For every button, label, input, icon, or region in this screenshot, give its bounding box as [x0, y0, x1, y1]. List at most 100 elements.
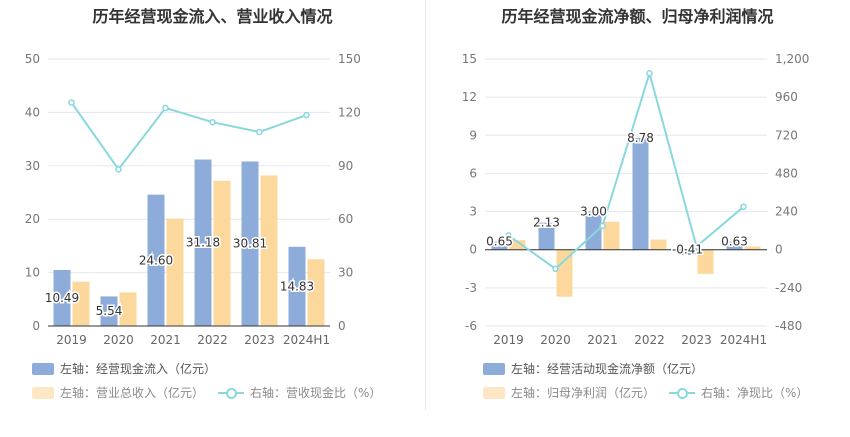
legend-swatch	[483, 362, 505, 375]
bar-secondary	[72, 281, 90, 326]
bar-secondary	[697, 249, 714, 274]
chart-title: 历年经营现金流净额、归母净利润情况	[501, 7, 774, 26]
bar-data-label: 5.54	[96, 304, 123, 318]
ratio-point	[693, 243, 700, 250]
y-left-tick-label: 0	[469, 243, 477, 257]
ratio-line	[507, 69, 745, 271]
legend-item[interactable]: 右轴：净现比（%）	[669, 384, 808, 401]
y-left-tick-label: 0	[32, 319, 40, 333]
bar-primary	[241, 161, 259, 326]
ratio-point	[646, 70, 653, 77]
chart-svg: -6 -3 0 3 6 9 12 15 -480 -240 0 240 480 720 960 1,200 20…	[462, 52, 810, 347]
ratio-point	[68, 99, 75, 106]
y-right-tick-label: 1,200	[775, 52, 809, 66]
bar-data-label: 0.63	[721, 235, 748, 249]
legend-label: 左轴：经营现金流入（亿元）	[60, 362, 217, 376]
x-tick-label: 2021	[587, 333, 618, 347]
bar-primary	[679, 249, 696, 255]
legend-swatch	[32, 386, 54, 399]
bar-data-label: 8.78	[627, 131, 654, 145]
x-tick-label: 2020	[540, 333, 571, 347]
y-right-tick-label: 60	[338, 212, 353, 226]
y-right-tick-label: 480	[775, 166, 798, 180]
ratio-point	[599, 222, 606, 230]
legend-swatch	[32, 362, 54, 375]
y-left-tick-label: 3	[469, 205, 477, 219]
y-left-tick-label: -3	[465, 281, 477, 295]
ratio-point	[303, 111, 310, 119]
legend-swatch	[218, 387, 244, 399]
y-right-tick-label: 0	[775, 243, 783, 257]
legend-label: 右轴：净现比（%）	[701, 386, 809, 400]
legend-item[interactable]: 左轴：经营现金流入（亿元）	[32, 360, 216, 377]
bar-primary	[194, 159, 212, 326]
y-left-tick-label: 50	[25, 52, 40, 66]
y-right-tick-label: 0	[338, 319, 346, 333]
x-tick-label: 2022	[197, 333, 228, 347]
y-right-tick-label: 960	[775, 90, 798, 104]
bar-data-label: 3.00	[580, 205, 607, 219]
x-tick-label: 2022	[634, 333, 665, 347]
y-right-tick-label: -240	[775, 281, 802, 295]
x-tick-label: 2024H1	[283, 333, 330, 347]
legend-item[interactable]: 左轴：经营活动现金流净额（亿元）	[483, 360, 703, 377]
x-tick-label: 2020	[103, 333, 134, 347]
bar-primary	[288, 246, 306, 326]
x-tick-label: 2023	[681, 333, 712, 347]
y-left-tick-label: 10	[25, 266, 40, 280]
chart-svg: 0 10 20 30 40 50 0 30 60 90 120 150 2019 2020 2021 2022…	[25, 52, 361, 347]
y-right-tick-label: 150	[338, 52, 361, 66]
bar-data-label: -0.41	[672, 243, 703, 257]
x-tick-label: 2024H1	[720, 333, 767, 347]
y-left-tick-label: 15	[462, 52, 477, 66]
y-right-tick-label: 120	[338, 105, 361, 119]
chart-panel-cashflow-revenue: 历年经营现金流入、营业收入情况 0 10 20 30 40 50 0 30 60 90 120 150…	[25, 7, 382, 401]
y-left-tick-label: 30	[25, 159, 40, 173]
y-left-tick-label: -6	[465, 319, 477, 333]
bar-secondary	[556, 249, 573, 297]
y-right-tick-label: 240	[775, 205, 798, 219]
y-right-tick-label: 90	[338, 159, 353, 173]
bar-secondary	[650, 239, 667, 250]
ratio-line	[70, 102, 307, 172]
y-left-tick-label: 6	[469, 166, 477, 180]
ratio-point	[115, 166, 122, 173]
bar-primary	[726, 241, 743, 250]
bar-primary	[147, 194, 165, 326]
legend-label: 左轴：经营活动现金流净额（亿元）	[511, 362, 704, 376]
legend-item[interactable]: 左轴：营业总收入（亿元）	[32, 384, 204, 401]
x-tick-label: 2019	[56, 333, 87, 347]
y-left-tick-label: 20	[25, 212, 40, 226]
chart-panel-netcashflow-profit: 历年经营现金流净额、归母净利润情况 -6 -3 0 3 6 9 12 15 -480 -240 0 2…	[425, 0, 850, 437]
bar-secondary	[509, 240, 526, 250]
legend-label: 右轴：营收现金比（%）	[250, 386, 382, 400]
bar-secondary	[307, 259, 325, 326]
legend-item[interactable]: 左轴：归母净利润（亿元）	[483, 384, 655, 401]
bar-primary	[491, 241, 508, 250]
bar-data-label: 0.65	[486, 234, 513, 248]
ratio-point	[209, 118, 216, 126]
x-tick-label: 2019	[493, 333, 524, 347]
chart-title: 历年经营现金流入、营业收入情况	[92, 7, 333, 26]
bar-data-label: 2.13	[533, 216, 560, 230]
y-left-tick-label: 9	[469, 128, 477, 142]
y-right-tick-label: -480	[775, 319, 802, 333]
x-tick-label: 2023	[244, 333, 275, 347]
ratio-point	[162, 104, 169, 112]
bar-secondary	[603, 221, 620, 250]
legend-item[interactable]: 右轴：营收现金比（%）	[218, 384, 381, 401]
bar-primary	[585, 211, 602, 250]
legend-label: 左轴：营业总收入（亿元）	[60, 386, 205, 400]
bar-secondary	[744, 246, 761, 250]
bar-data-label: 31.18	[186, 236, 220, 250]
bar-primary	[100, 296, 118, 326]
bar-data-label: 30.81	[233, 237, 267, 251]
x-tick-label: 2021	[150, 333, 181, 347]
bar-secondary	[166, 218, 184, 326]
bar-data-label: 10.49	[45, 291, 79, 305]
legend-swatch	[483, 386, 505, 399]
y-right-tick-label: 720	[775, 128, 798, 142]
bar-secondary	[119, 292, 137, 326]
legend-swatch	[669, 387, 695, 399]
